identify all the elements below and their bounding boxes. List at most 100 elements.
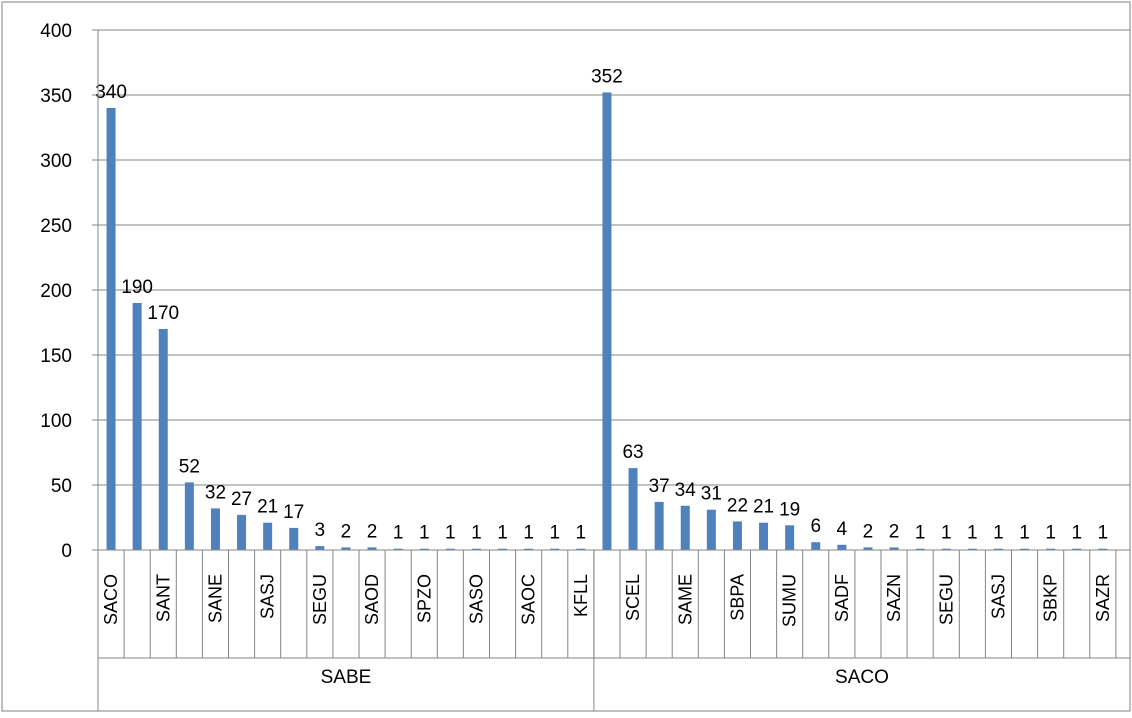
- group-labels: SABE SACO: [321, 667, 889, 688]
- bar: [706, 509, 716, 550]
- x-category-label: SAZN: [884, 574, 904, 622]
- data-label: 21: [753, 497, 774, 518]
- data-label: 17: [283, 502, 304, 523]
- x-category-label: SUMU: [780, 574, 800, 627]
- bar: [732, 521, 742, 550]
- data-label: 1: [967, 523, 978, 544]
- data-label: 340: [95, 82, 127, 103]
- data-label: 1: [419, 523, 430, 544]
- data-label: 1: [1045, 523, 1056, 544]
- bar: [237, 514, 247, 550]
- data-label: 1: [1071, 523, 1082, 544]
- data-label: 1: [576, 523, 587, 544]
- bar: [471, 548, 481, 550]
- y-tick-label: 400: [40, 21, 72, 42]
- y-tick-label: 350: [40, 86, 72, 107]
- x-category-label: SCEL: [623, 574, 643, 621]
- x-category-label: SACO: [101, 574, 121, 625]
- data-label: 34: [675, 480, 697, 501]
- y-axis-ticks: 0 50 100 150 200 250 300 350 400: [40, 21, 98, 562]
- x-category-label: SPZO: [414, 574, 434, 623]
- data-label: 22: [727, 495, 748, 516]
- bar: [419, 548, 429, 550]
- data-label: 1: [1019, 523, 1030, 544]
- bar: [550, 548, 560, 550]
- bars: [106, 92, 1108, 551]
- bar: [445, 548, 455, 550]
- data-label: 170: [147, 303, 179, 324]
- bar: [628, 468, 638, 550]
- bar: [811, 542, 821, 550]
- bar: [106, 108, 116, 550]
- x-category-label: SBPA: [727, 574, 747, 621]
- bar: [1072, 548, 1082, 550]
- bar: [759, 522, 769, 550]
- group-label: SACO: [835, 667, 889, 688]
- x-category-label: SANT: [153, 574, 173, 622]
- data-label: 2: [889, 521, 900, 542]
- data-label: 4: [837, 519, 848, 540]
- bar: [158, 329, 168, 550]
- bar: [993, 548, 1003, 550]
- bar: [654, 501, 664, 550]
- bar: [210, 508, 220, 550]
- data-label: 1: [497, 523, 508, 544]
- data-label: 21: [257, 497, 278, 518]
- y-tick-label: 200: [40, 281, 72, 302]
- bar: [602, 92, 612, 551]
- bar: [1046, 548, 1056, 550]
- data-label: 190: [121, 277, 153, 298]
- x-category-label: SEGU: [936, 574, 956, 625]
- y-tick-label: 150: [40, 346, 72, 367]
- x-axis: SACO SANT SANE SASJ SEGU SAOD SPZO SASO SAOC KFLL…: [97, 30, 1130, 711]
- bar: [315, 546, 325, 550]
- data-label: 52: [179, 456, 200, 477]
- bar: [367, 547, 377, 550]
- x-category-label: SAME: [675, 574, 695, 625]
- bar: [498, 548, 508, 550]
- bar: [889, 547, 899, 550]
- bar: [263, 522, 273, 550]
- data-label: 1: [915, 523, 926, 544]
- data-label: 2: [341, 521, 352, 542]
- data-label: 2: [367, 521, 378, 542]
- group-label: SABE: [321, 667, 372, 688]
- data-label: 1: [471, 523, 482, 544]
- y-tick-label: 100: [40, 411, 72, 432]
- data-label: 19: [779, 499, 800, 520]
- data-label: 1: [523, 523, 534, 544]
- data-label: 63: [622, 442, 643, 463]
- x-category-label: SAZR: [1093, 574, 1113, 622]
- data-label: 1: [393, 523, 404, 544]
- bar: [915, 548, 925, 550]
- data-label: 27: [231, 489, 252, 510]
- data-label: 3: [315, 520, 326, 541]
- data-label: 1: [445, 523, 456, 544]
- bar: [785, 525, 795, 550]
- bar: [341, 547, 351, 550]
- data-label: 6: [810, 516, 821, 537]
- x-category-label: SAOD: [362, 574, 382, 625]
- x-category-label: KFLL: [571, 574, 591, 617]
- data-label: 1: [941, 523, 952, 544]
- y-tick-label: 300: [40, 151, 72, 172]
- bar: [1020, 548, 1030, 550]
- bar: [576, 548, 586, 550]
- x-category-label: SAOC: [519, 574, 539, 625]
- y-tick-label: 0: [61, 541, 72, 562]
- bar: [1098, 548, 1108, 550]
- x-category-label: SANE: [205, 574, 225, 623]
- bar: [393, 548, 403, 550]
- bar: [863, 547, 873, 550]
- y-tick-label: 50: [51, 476, 72, 497]
- x-category-label: SASJ: [988, 574, 1008, 619]
- data-label: 1: [1098, 523, 1109, 544]
- bar: [680, 505, 690, 550]
- x-category-label: SADF: [832, 574, 852, 622]
- data-label: 352: [591, 66, 623, 87]
- data-label: 37: [649, 476, 670, 497]
- data-label: 1: [993, 523, 1004, 544]
- data-label: 32: [205, 482, 226, 503]
